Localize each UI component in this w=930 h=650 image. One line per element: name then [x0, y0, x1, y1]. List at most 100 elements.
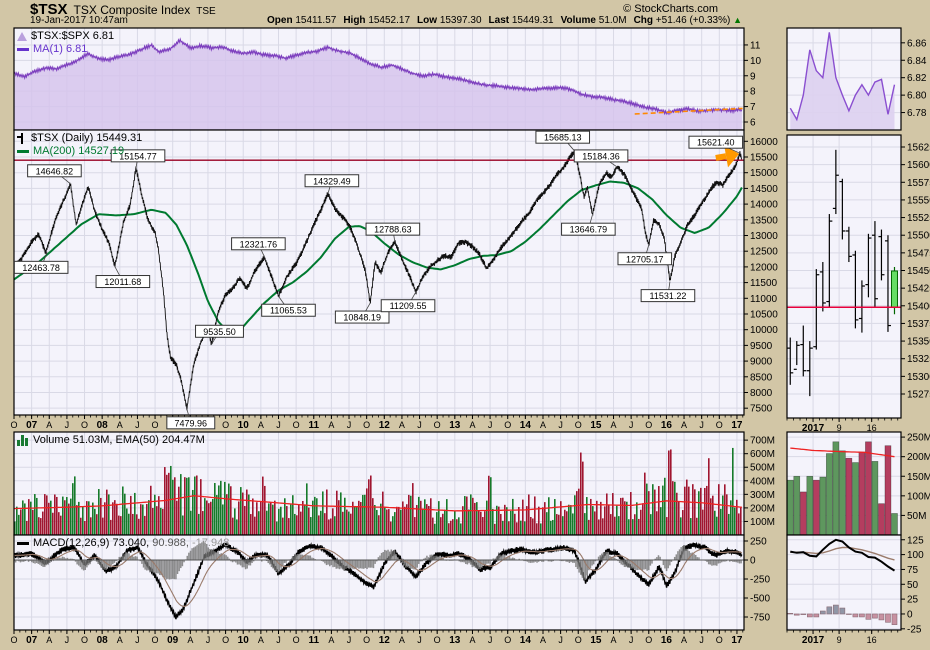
- svg-text:J: J: [206, 635, 211, 645]
- svg-text:15500: 15500: [907, 231, 930, 242]
- ratio-ma-label: MA(1) 6.81: [33, 43, 88, 55]
- svg-text:14646.82: 14646.82: [36, 166, 74, 176]
- chart-canvas: 700M 600M 500M 400M 300M 200M 100M: [13, 431, 775, 536]
- svg-text:2017: 2017: [802, 635, 825, 646]
- svg-text:14500: 14500: [750, 184, 778, 195]
- svg-text:O: O: [152, 635, 159, 645]
- chart-canvas: 125 100 75 50 25 0 -25 2017 9 16: [786, 534, 924, 646]
- svg-text:8: 8: [750, 87, 756, 98]
- svg-text:6.78: 6.78: [907, 108, 927, 119]
- svg-text:J: J: [629, 420, 634, 430]
- svg-text:A: A: [469, 635, 475, 645]
- macd-line-icon: [17, 542, 29, 545]
- svg-text:07: 07: [26, 420, 38, 431]
- svg-text:10: 10: [238, 420, 250, 431]
- svg-text:-750: -750: [750, 613, 770, 624]
- chg-up-arrow-icon: ▲: [733, 15, 742, 25]
- svg-text:200M: 200M: [750, 503, 775, 514]
- svg-text:A: A: [258, 635, 264, 645]
- svg-text:J: J: [276, 420, 281, 430]
- volume-legend-label: Volume 51.03M, EMA(50) 204.47M: [33, 434, 205, 446]
- svg-text:O: O: [152, 420, 159, 430]
- high-label: High: [343, 15, 366, 26]
- svg-text:A: A: [187, 635, 193, 645]
- svg-text:O: O: [645, 635, 652, 645]
- svg-text:-25: -25: [907, 624, 922, 635]
- svg-text:250M: 250M: [907, 433, 930, 444]
- svg-text:13646.79: 13646.79: [570, 225, 608, 235]
- last-value: 15449.31: [511, 15, 554, 26]
- svg-text:600M: 600M: [750, 449, 775, 460]
- svg-text:15621.40: 15621.40: [697, 138, 735, 148]
- svg-text:-250: -250: [750, 575, 770, 586]
- macd-legend: MACD(12,26,9) 73.040, 90.988, -17.948: [17, 537, 229, 550]
- svg-text:11: 11: [308, 420, 319, 431]
- svg-text:7500: 7500: [750, 404, 773, 415]
- svg-text:11: 11: [750, 40, 761, 51]
- svg-text:O: O: [504, 420, 511, 430]
- price-panel: 16000 15500 15000 14500 14000 13500 13000 12500…: [10, 129, 786, 432]
- svg-text:11500: 11500: [750, 278, 778, 289]
- svg-text:17: 17: [731, 635, 743, 646]
- chg-value: +51.46 (+0.33%): [655, 15, 731, 26]
- svg-text:15625: 15625: [907, 142, 930, 153]
- svg-text:100M: 100M: [750, 517, 775, 528]
- svg-text:6.84: 6.84: [907, 56, 927, 67]
- svg-text:A: A: [399, 420, 405, 430]
- svg-text:16: 16: [867, 423, 877, 433]
- svg-text:15: 15: [590, 420, 602, 431]
- svg-text:100M: 100M: [907, 491, 930, 502]
- svg-text:O: O: [222, 420, 229, 430]
- svg-text:12321.76: 12321.76: [240, 239, 278, 249]
- quote-bar: 19-Jan-2017 10:47am Open 15411.57 High 15…: [30, 15, 742, 26]
- svg-text:75: 75: [907, 565, 919, 576]
- svg-text:100: 100: [907, 550, 924, 561]
- svg-text:A: A: [681, 420, 687, 430]
- svg-text:15300: 15300: [907, 372, 930, 383]
- svg-text:17: 17: [731, 420, 743, 431]
- ma200-line-icon: [17, 150, 29, 153]
- svg-text:A: A: [46, 635, 52, 645]
- svg-text:15184.36: 15184.36: [582, 151, 620, 161]
- chart-canvas: 16000 15500 15000 14500 14000 13500 13000 12500…: [10, 129, 778, 431]
- svg-text:9: 9: [837, 635, 842, 645]
- price-ma-label: MA(200) 14527.19: [33, 145, 125, 157]
- ratio-panel: 11 10 9 8 7 6: [13, 27, 786, 131]
- quote-values: Open 15411.57 High 15452.17 Low 15397.30 La…: [260, 15, 742, 26]
- svg-text:6.80: 6.80: [907, 91, 927, 102]
- svg-text:15575: 15575: [907, 178, 930, 189]
- chart-canvas: 6.86 6.84 6.82 6.80 6.78: [786, 27, 927, 131]
- svg-text:0: 0: [907, 609, 913, 620]
- ratio-legend: $TSX:$SPX 6.81 MA(1) 6.81: [17, 30, 114, 56]
- svg-text:0: 0: [750, 556, 756, 567]
- svg-text:J: J: [65, 635, 70, 645]
- svg-text:O: O: [293, 420, 300, 430]
- svg-text:J: J: [699, 635, 704, 645]
- svg-text:9: 9: [750, 71, 756, 82]
- macd-value: MACD(12,26,9) 73.040,: [33, 537, 150, 549]
- svg-text:10: 10: [750, 56, 762, 67]
- svg-text:A: A: [328, 635, 334, 645]
- svg-text:10500: 10500: [750, 309, 778, 320]
- svg-text:12000: 12000: [750, 262, 778, 273]
- svg-text:8000: 8000: [750, 388, 773, 399]
- volume-value: 51.0M: [598, 15, 627, 26]
- last-label: Last: [488, 15, 510, 26]
- svg-text:O: O: [81, 635, 88, 645]
- svg-text:J: J: [488, 420, 493, 430]
- svg-text:J: J: [135, 420, 140, 430]
- svg-text:7: 7: [750, 102, 756, 113]
- svg-text:11000: 11000: [750, 294, 778, 305]
- svg-text:13500: 13500: [750, 215, 778, 226]
- macd-hist-value: -17.948: [192, 537, 230, 549]
- volume-bars-icon: [17, 435, 29, 446]
- svg-text:A: A: [258, 420, 264, 430]
- svg-text:15275: 15275: [907, 390, 930, 401]
- area-chart-icon: [17, 32, 27, 41]
- svg-text:O: O: [575, 635, 582, 645]
- svg-text:J: J: [347, 635, 352, 645]
- chart-canvas: 11 10 9 8 7 6: [13, 27, 762, 131]
- svg-text:A: A: [540, 420, 546, 430]
- svg-text:A: A: [117, 635, 123, 645]
- svg-text:O: O: [10, 420, 17, 430]
